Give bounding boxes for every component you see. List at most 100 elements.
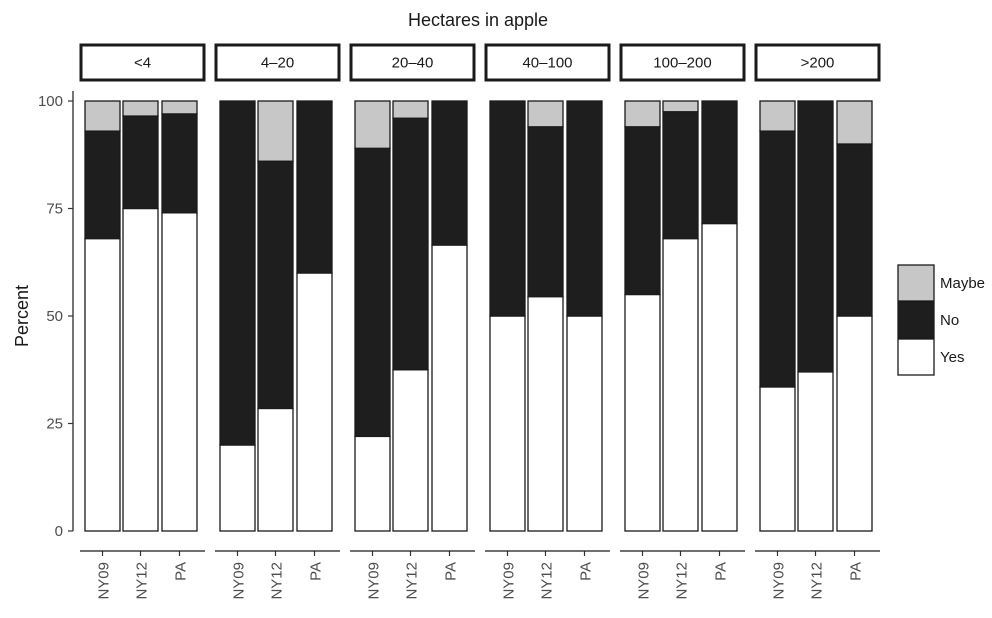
bar-segment-yes xyxy=(392,369,429,532)
bar-segment-yes xyxy=(701,222,738,532)
legend-key-no xyxy=(897,301,935,339)
x-tick-label: NY12 xyxy=(674,562,691,600)
bar-segment-no xyxy=(527,126,564,298)
facet-strip-label: 20–40 xyxy=(392,55,434,72)
bar-segment-no xyxy=(701,100,738,225)
x-tick-label: NY12 xyxy=(269,562,286,600)
bar-segment-no xyxy=(354,147,391,438)
x-tick-label: NY09 xyxy=(231,562,248,600)
bar-segment-maybe xyxy=(624,100,661,128)
bar-segment-yes xyxy=(662,237,699,532)
x-tick-label: NY12 xyxy=(809,562,826,600)
bar-segment-no xyxy=(624,126,661,296)
facet-panel: >200 NY09 NY12 PA xyxy=(754,43,881,600)
x-tick-label: NY09 xyxy=(96,562,113,600)
bar-segment-no xyxy=(489,100,526,317)
bar-segment-maybe xyxy=(354,100,391,149)
bar-segment-yes xyxy=(566,315,603,532)
bar-segment-yes xyxy=(122,207,159,532)
bar-segment-yes xyxy=(161,212,198,532)
legend-label: No xyxy=(940,312,959,329)
bar-segment-no xyxy=(122,115,159,210)
bar-segment-yes xyxy=(431,244,468,532)
x-tick-label: PA xyxy=(578,562,595,581)
facet-panel: 20–40 NY09 NY12 PA xyxy=(349,43,476,600)
facet-panel: 40–100 NY09 NY12 PA xyxy=(484,43,611,600)
x-tick-label: NY09 xyxy=(636,562,653,600)
x-tick-label: PA xyxy=(848,562,865,581)
facet-strip-label: <4 xyxy=(134,55,151,72)
bar-segment-maybe xyxy=(161,100,198,115)
legend-key-yes xyxy=(897,338,935,376)
bar-segment-no xyxy=(797,100,834,373)
bar-segment-no xyxy=(257,160,294,410)
facet-strip xyxy=(619,43,746,82)
bar-segment-no xyxy=(566,100,603,317)
y-axis: 0 25 50 75 100 xyxy=(38,91,74,540)
facet-strip-label: 100–200 xyxy=(653,55,711,72)
x-tick-label: NY09 xyxy=(771,562,788,600)
facet-panel: <4 NY09 NY12 PA xyxy=(79,43,206,600)
x-tick-label: PA xyxy=(173,562,190,581)
bar-segment-maybe xyxy=(662,100,699,113)
bar-segment-yes xyxy=(624,293,661,532)
bar-segment-maybe xyxy=(527,100,564,128)
bar-segment-yes xyxy=(527,295,564,532)
facet-strip-label: >200 xyxy=(801,55,835,72)
legend-label: Yes xyxy=(940,349,964,366)
bar-segment-no xyxy=(759,130,796,388)
facet-strip xyxy=(754,43,881,82)
legend: Maybe No Yes xyxy=(897,264,985,376)
x-tick-label: PA xyxy=(713,562,730,581)
bar-segment-no xyxy=(296,100,333,274)
x-tick-label: PA xyxy=(308,562,325,581)
x-tick-label: NY09 xyxy=(501,562,518,600)
bar-segment-maybe xyxy=(257,100,294,162)
y-tick-label: 75 xyxy=(46,201,63,218)
x-tick-label: NY12 xyxy=(134,562,151,600)
x-tick-label: NY12 xyxy=(539,562,556,600)
facet-strip xyxy=(349,43,476,82)
bar-segment-maybe xyxy=(392,100,429,119)
facet-strip xyxy=(214,43,341,82)
facet-strip-label: 40–100 xyxy=(522,55,572,72)
bar-segment-yes xyxy=(257,407,294,532)
bar-segment-no xyxy=(662,111,699,240)
bar-segment-yes xyxy=(84,237,121,532)
bar-segment-yes xyxy=(759,386,796,532)
bar-segment-yes xyxy=(296,272,333,532)
facet-panel: 100–200 NY09 NY12 PA xyxy=(619,43,746,600)
bar-segment-no xyxy=(392,117,429,371)
bar-segment-no xyxy=(219,100,256,446)
bar-segment-yes xyxy=(489,315,526,532)
y-axis-title: Percent xyxy=(12,285,32,347)
x-tick-label: NY09 xyxy=(366,562,383,600)
bar-segment-maybe xyxy=(836,100,873,145)
bar-segment-yes xyxy=(354,435,391,532)
facet-panel: 4–20 NY09 NY12 PA xyxy=(214,43,341,600)
bar-segment-yes xyxy=(219,444,256,532)
bar-segment-no xyxy=(161,113,198,214)
bar-segment-maybe xyxy=(759,100,796,132)
bar-segment-yes xyxy=(797,371,834,532)
x-tick-label: PA xyxy=(443,562,460,581)
y-tick-label: 0 xyxy=(55,523,63,540)
bar-segment-no xyxy=(84,130,121,240)
y-tick-label: 100 xyxy=(38,93,63,110)
bar-segment-no xyxy=(836,143,873,317)
facet-strip xyxy=(79,43,206,82)
chart-title: Hectares in apple xyxy=(408,10,548,30)
bar-segment-maybe xyxy=(122,100,159,117)
legend-label: Maybe xyxy=(940,275,985,292)
bar-segment-maybe xyxy=(84,100,121,132)
bar-segment-no xyxy=(431,100,468,246)
y-tick-label: 50 xyxy=(46,308,63,325)
bar-segment-yes xyxy=(836,315,873,532)
facet-panels: <4 NY09 NY12 PA 4–20 NY09 NY12 PA 20–40 NY09 NY12 P… xyxy=(79,43,881,600)
facet-strip xyxy=(484,43,611,82)
facet-strip-label: 4–20 xyxy=(261,55,294,72)
y-tick-label: 25 xyxy=(46,416,63,433)
x-tick-label: NY12 xyxy=(404,562,421,600)
legend-key-maybe xyxy=(897,264,935,302)
